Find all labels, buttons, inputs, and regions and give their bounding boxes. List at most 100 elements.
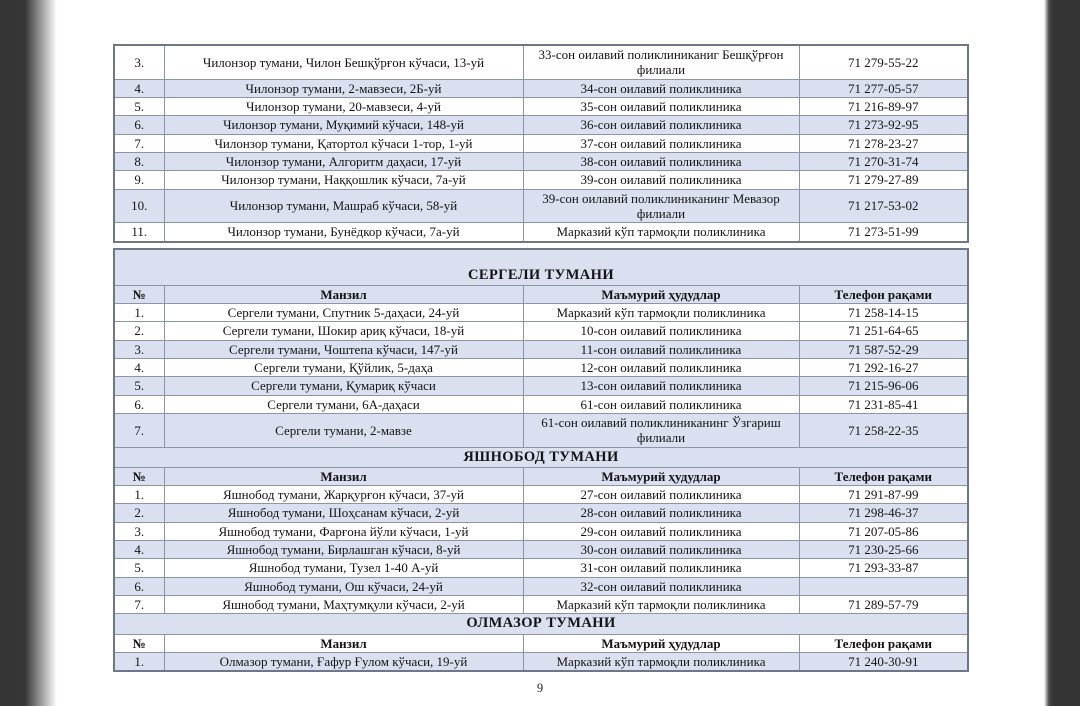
table-row: 8. Чилонзор тумани, Алгоритм даҳаси, 17-у… (113, 151, 969, 172)
cell-num: 4. (113, 78, 165, 98)
cell-address: Чилонзор тумани, Муқимий кўчаси, 148-уй (163, 115, 524, 135)
cell-phone: 71 279-55-22 (798, 44, 969, 80)
cell-address: Яшнобод тумани, Ош кўчаси, 24-уй (163, 576, 524, 597)
section-banner-row: ЯШНОБОД ТУМАНИ (113, 446, 969, 468)
cell-address: Сергели тумани, Қўйлик, 5-даҳа (163, 358, 524, 378)
cell-area: 11-сон оилавий поликлиника (522, 339, 800, 360)
cell-phone: 71 270-31-74 (798, 151, 969, 172)
cell-area: 28-сон оилавий поликлиника (522, 503, 800, 523)
cell-num: 7. (113, 133, 165, 153)
cell-address: Чилонзор тумани, 20-мавзеси, 4-уй (163, 96, 524, 117)
section-banner-row: СЕРГЕЛИ ТУМАНИ (113, 248, 969, 286)
section-banner-row: ОЛМАЗОР ТУМАНИ (113, 613, 969, 635)
table-row: 7. Чилонзор тумани, Қатортол кўчаси 1-тор… (113, 133, 969, 153)
tables-host: 3. Чилонзор тумани, Чилон Бешқўрғон кўчас… (113, 44, 970, 696)
cell-address: Чилонзор тумани, Наққошлик кўчаси, 7а-уй (163, 170, 524, 190)
cell-phone: 71 273-92-95 (798, 115, 969, 135)
table-row: 10. Чилонзор тумани, Машраб кўчаси, 58-уй… (113, 188, 969, 224)
column-header-phone: Телефон рақами (798, 633, 969, 653)
table-row: 11. Чилонзор тумани, Бунёдкор кўчаси, 7а-… (113, 222, 969, 243)
cell-num: 2. (113, 503, 165, 523)
cell-phone: 71 587-52-29 (798, 339, 969, 360)
cell-num: 6. (113, 394, 165, 415)
cell-area: 61-сон оилавий поликлиниканинг Ўзгариш ф… (522, 413, 800, 448)
cell-area: 30-сон оилавий поликлиника (522, 540, 800, 560)
cell-num: 11. (113, 222, 165, 243)
cell-area: Марказий кўп тармоқли поликлиника (522, 595, 800, 615)
cell-address: Яшнобод тумани, Маҳтумқули кўчаси, 2-уй (163, 595, 524, 615)
cell-phone: 71 258-14-15 (798, 303, 969, 323)
table-row: 4. Сергели тумани, Қўйлик, 5-даҳа 12-сон о… (113, 358, 969, 378)
cell-num: 5. (113, 96, 165, 117)
column-header-row: № Манзил Маъмурий ҳудудлар Телефон рақами (113, 633, 969, 653)
cell-address: Сергели тумани, Қумариқ кўчаси (163, 376, 524, 396)
section-banner: ОЛМАЗОР ТУМАНИ (113, 613, 969, 635)
column-header-area: Маъмурий ҳудудлар (522, 466, 800, 487)
table-row: 6. Сергели тумани, 6А-даҳаси 61-сон оилави… (113, 394, 969, 415)
table-row: 3. Сергели тумани, Чоштепа кўчаси, 147-уй… (113, 339, 969, 360)
cell-num: 10. (113, 188, 165, 224)
left-page-shade (0, 0, 58, 706)
cell-address: Сергели тумани, Спутник 5-даҳаси, 24-уй (163, 303, 524, 323)
cell-phone: 71 230-25-66 (798, 540, 969, 560)
table-row: 9. Чилонзор тумани, Наққошлик кўчаси, 7а-… (113, 170, 969, 190)
page-number: 9 (536, 681, 544, 696)
table-row: 5. Яшнобод тумани, Тузел 1-40 А-уй 31-сон … (113, 558, 969, 578)
cell-area: 12-сон оилавий поликлиника (522, 358, 800, 378)
cell-area: 13-сон оилавий поликлиника (522, 376, 800, 396)
clinics-table: 3. Чилонзор тумани, Чилон Бешқўрғон кўчас… (113, 44, 969, 243)
table-row: 5. Чилонзор тумани, 20-мавзеси, 4-уй 35-со… (113, 96, 969, 117)
table-row: 3. Чилонзор тумани, Чилон Бешқўрғон кўчас… (113, 44, 969, 80)
column-header-address: Манзил (163, 466, 524, 487)
cell-area: 10-сон оилавий поликлиника (522, 321, 800, 341)
cell-address: Олмазор тумани, Ғафур Ғулом кўчаси, 19-у… (163, 651, 524, 672)
table-row: 7. Сергели тумани, 2-мавзе 61-сон оилавий … (113, 413, 969, 448)
cell-num: 2. (113, 321, 165, 341)
right-page-shade (1044, 0, 1080, 706)
cell-address: Яшнобод тумани, Фарғона йўли кўчаси, 1-у… (163, 521, 524, 542)
cell-address: Яшнобод тумани, Жарқурғон кўчаси, 37-уй (163, 485, 524, 505)
column-header-row: № Манзил Маъмурий ҳудудлар Телефон рақами (113, 466, 969, 487)
cell-num: 1. (113, 651, 165, 672)
cell-phone: 71 240-30-91 (798, 651, 969, 672)
cell-num: 8. (113, 151, 165, 172)
column-header-row: № Манзил Маъмурий ҳудудлар Телефон рақами (113, 284, 969, 305)
column-header-area: Маъмурий ҳудудлар (522, 633, 800, 653)
cell-phone (798, 576, 969, 597)
cell-num: 3. (113, 339, 165, 360)
table-row: 2. Яшнобод тумани, Шоҳсанам кўчаси, 2-уй 2… (113, 503, 969, 523)
cell-area: 34-сон оилавий поликлиника (522, 78, 800, 98)
cell-area: 39-сон оилавий поликлиника (522, 170, 800, 190)
table-row: 3. Яшнобод тумани, Фарғона йўли кўчаси, 1… (113, 521, 969, 542)
table-row: 4. Чилонзор тумани, 2-мавзеси, 2Б-уй 34-со… (113, 78, 969, 98)
cell-num: 9. (113, 170, 165, 190)
cell-phone: 71 277-05-57 (798, 78, 969, 98)
table-row: 6. Чилонзор тумани, Муқимий кўчаси, 148-у… (113, 115, 969, 135)
cell-phone: 71 215-96-06 (798, 376, 969, 396)
cell-area: Марказий кўп тармоқли поликлиника (522, 651, 800, 672)
column-header-address: Манзил (163, 284, 524, 305)
cell-area: 32-сон оилавий поликлиника (522, 576, 800, 597)
cell-num: 4. (113, 358, 165, 378)
cell-address: Чилонзор тумани, Бунёдкор кўчаси, 7а-уй (163, 222, 524, 243)
cell-phone: 71 291-87-99 (798, 485, 969, 505)
cell-phone: 71 217-53-02 (798, 188, 969, 224)
table-row: 2. Сергели тумани, Шокир ариқ кўчаси, 18-… (113, 321, 969, 341)
cell-phone: 71 231-85-41 (798, 394, 969, 415)
cell-num: 1. (113, 303, 165, 323)
cell-phone: 71 273-51-99 (798, 222, 969, 243)
cell-address: Сергели тумани, Шокир ариқ кўчаси, 18-уй (163, 321, 524, 341)
column-header-area: Маъмурий ҳудудлар (522, 284, 800, 305)
cell-phone: 71 278-23-27 (798, 133, 969, 153)
cell-phone: 71 258-22-35 (798, 413, 969, 448)
cell-address: Сергели тумани, 2-мавзе (163, 413, 524, 448)
cell-phone: 71 292-16-27 (798, 358, 969, 378)
cell-num: 7. (113, 413, 165, 448)
cell-phone: 71 207-05-86 (798, 521, 969, 542)
cell-num: 1. (113, 485, 165, 505)
column-header-phone: Телефон рақами (798, 466, 969, 487)
cell-phone: 71 293-33-87 (798, 558, 969, 578)
column-header-address: Манзил (163, 633, 524, 653)
table-row: 1. Яшнобод тумани, Жарқурғон кўчаси, 37-у… (113, 485, 969, 505)
